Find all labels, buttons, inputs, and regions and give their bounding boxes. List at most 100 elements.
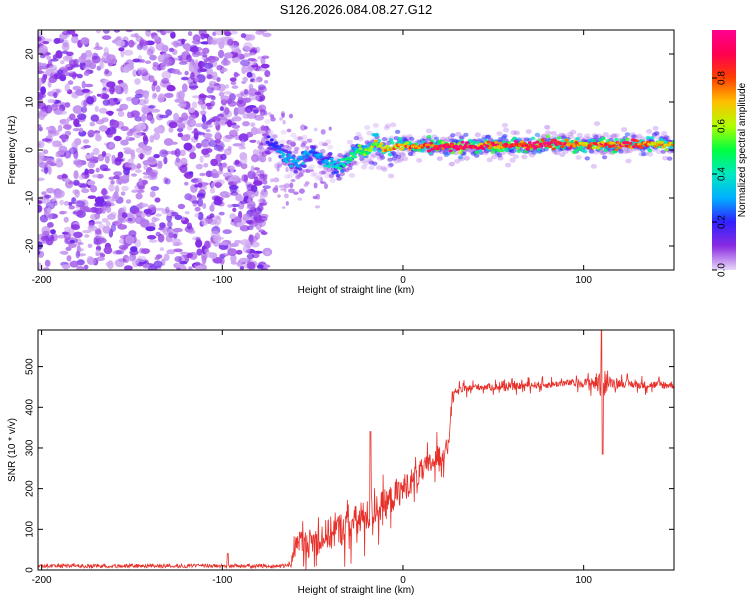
spectrogram-cell (240, 239, 250, 246)
spectrogram-cell (76, 209, 86, 218)
spectrogram-signal-cell (285, 160, 289, 164)
spectrogram-signal-cell (590, 164, 597, 169)
spectrogram-cell (251, 64, 257, 68)
spectrogram-cell (141, 212, 146, 218)
spectrogram-signal-cell (490, 150, 496, 154)
spectrogram-signal-cell (352, 152, 357, 156)
spectrogram-cell (219, 253, 229, 257)
spectrogram-signal-cell (347, 166, 353, 171)
spectrogram-cell (134, 93, 144, 99)
spectrogram-signal-cell (327, 144, 334, 150)
spectrogram-cell (108, 143, 115, 148)
spectrogram-signal-cell (664, 148, 669, 152)
spectrogram-cell (154, 197, 161, 203)
spectrogram-signal-cell (298, 172, 304, 177)
spectrogram-cell (78, 55, 86, 64)
spectrogram-cell (205, 218, 214, 223)
spectrogram-cell (149, 54, 157, 61)
spectrogram-signal-cell (319, 155, 324, 159)
spectrogram-cell (136, 189, 145, 193)
spectrogram-signal-cell (510, 130, 517, 136)
spectrogram-cell (38, 126, 43, 132)
spectrogram-signal-cell (492, 143, 496, 147)
spectrogram-cell (72, 85, 82, 91)
spectrogram-signal-cell (290, 142, 297, 147)
spectrogram-signal-cell (552, 138, 557, 142)
spectrogram-cell (161, 44, 169, 53)
spectrogram-y-ticks: -20 -10 0 10 20 (25, 48, 674, 253)
spectrogram-cell (205, 129, 211, 133)
spectrogram-cell (153, 35, 160, 40)
spectrogram-cell (229, 165, 235, 173)
spectrogram-cell (148, 105, 155, 109)
spectrogram-cell (136, 255, 147, 263)
spectrogram-signal-cell (267, 146, 272, 151)
spectrogram-cell (121, 206, 127, 212)
spectrogram-signal-cell (457, 141, 462, 146)
spectrogram-cell (309, 169, 314, 172)
snr-x-tick-label: -200 (32, 575, 52, 586)
spectrogram-cell (129, 164, 136, 168)
spectrogram-cell (77, 242, 84, 246)
spectrogram-cell (81, 188, 90, 194)
spectrogram-cell (230, 261, 238, 265)
spectrogram-cell (158, 227, 165, 231)
snr-y-tick-label: 500 (25, 358, 36, 375)
spectrogram-cell (242, 213, 251, 221)
spectrogram-signal-cell (296, 164, 301, 168)
spectrogram-signal-cell (366, 130, 373, 136)
spectrogram-cell (194, 213, 200, 218)
spectrogram-cell (300, 124, 307, 131)
spectrogram-cell (261, 201, 268, 204)
spectrogram-cell (315, 193, 321, 200)
spectrogram-cell (150, 186, 160, 191)
spectrogram-signal-cell (500, 148, 506, 152)
spectrogram-signal-cell (622, 149, 629, 155)
spectrogram-cell (113, 30, 121, 33)
spectrogram-cell (168, 121, 178, 129)
spectrogram-signal-cell (340, 169, 345, 173)
spectrogram-cell (132, 58, 141, 63)
spectrogram-cell (242, 76, 248, 83)
spectrogram-signal-cell (654, 131, 660, 136)
spectrogram-signal-cell (588, 149, 595, 154)
spectrogram-cell (149, 191, 156, 198)
spectrogram-signal-cell (556, 136, 562, 140)
spectrogram-cell (89, 62, 97, 70)
spectrogram-signal-cell (540, 133, 548, 139)
spectrogram-cell (246, 184, 254, 191)
spectrogram-cell (117, 224, 128, 230)
spectrogram-signal-cell (635, 139, 640, 143)
spectrogram-signal-cell (584, 133, 591, 139)
spectrogram-cell (281, 113, 285, 119)
spectrogram-cell (177, 203, 186, 210)
spectrogram-signal-cell (628, 142, 633, 145)
spectrogram-signal-cell (661, 130, 668, 136)
spectrogram-signal-cell (531, 150, 537, 155)
spectrogram-cell (63, 216, 69, 223)
spectrogram-signal-cell (384, 123, 391, 129)
spectrogram-cell (198, 60, 203, 69)
spectrogram-signal-cell (266, 135, 271, 139)
spectrogram-cell (101, 117, 109, 123)
spectrogram-cell (95, 167, 100, 173)
spectrogram-cell (44, 166, 49, 175)
spectrogram-signal-cell (381, 137, 388, 142)
spectrogram-cell (72, 119, 79, 127)
spectrogram-y-tick-label: 20 (25, 48, 36, 60)
spectrogram-cell (61, 174, 68, 179)
spectrogram-cell (223, 91, 232, 95)
spectrogram-signal-cell (540, 138, 545, 142)
spectrogram-cell (127, 111, 132, 119)
spectrogram-cell (159, 149, 169, 158)
spectrogram-cell (103, 246, 113, 255)
spectrogram-cell (197, 211, 204, 221)
spectrogram-signal-cell (266, 131, 273, 137)
spectrogram-cell (244, 105, 253, 114)
spectrogram-cell (64, 130, 72, 136)
spectrogram-cell (257, 84, 266, 90)
spectrogram-signal-cell (502, 127, 510, 133)
spectrogram-signal-cell (464, 141, 469, 145)
spectrogram-signal-cell (336, 176, 342, 181)
spectrogram-cell (248, 52, 256, 56)
